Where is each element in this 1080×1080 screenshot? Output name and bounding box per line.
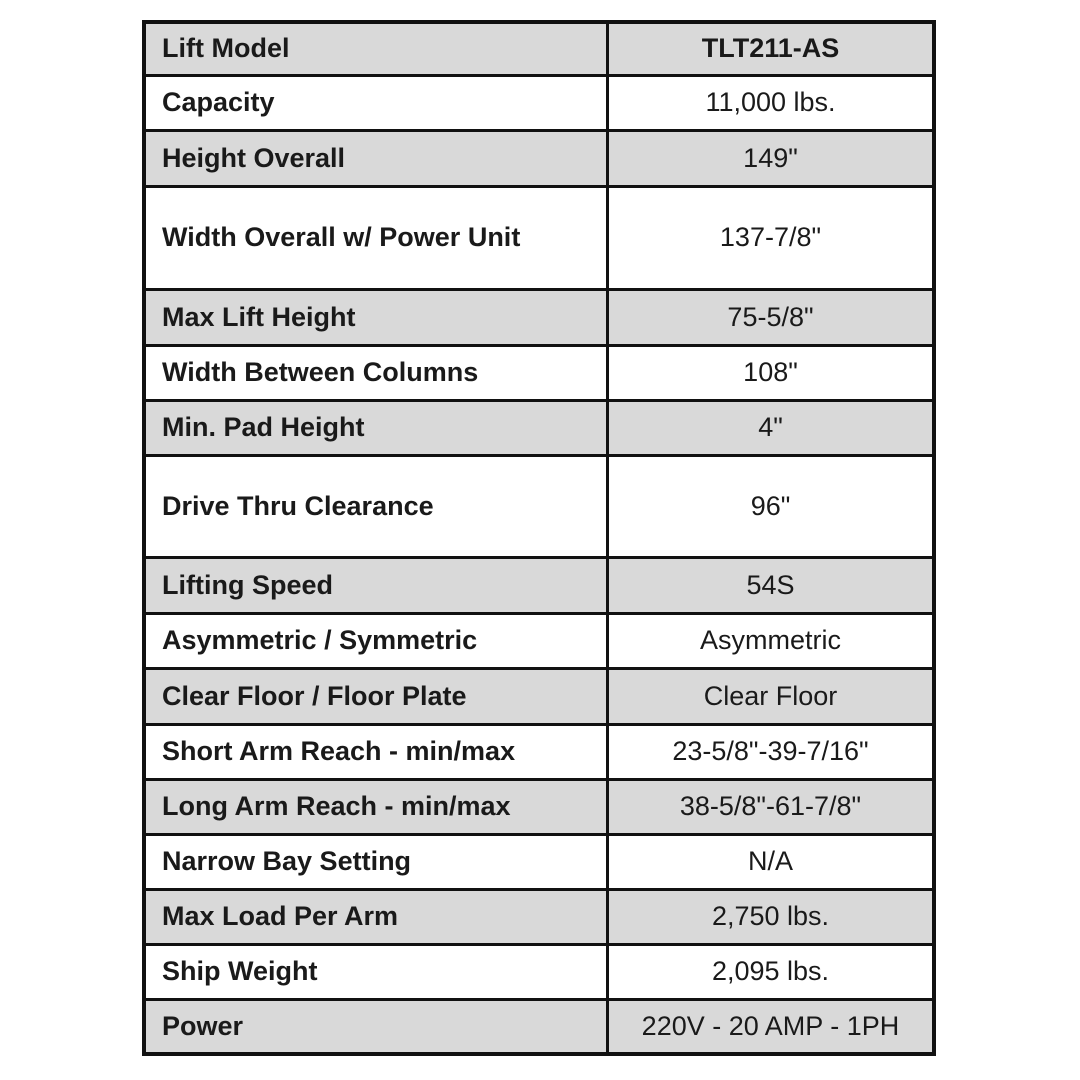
table-row: Height Overall 149"	[142, 128, 936, 188]
spec-label: Ship Weight	[142, 942, 609, 1001]
spec-label: Clear Floor / Floor Plate	[142, 666, 609, 726]
spec-label: Width Between Columns	[142, 343, 609, 402]
table-row: Drive Thru Clearance 96"	[142, 453, 936, 559]
spec-value: 2,750 lbs.	[606, 887, 936, 946]
table-row: Lifting Speed 54S	[142, 555, 936, 615]
spec-value: 96"	[606, 453, 936, 559]
spec-label: Power	[142, 997, 609, 1056]
spec-value: 38-5/8"-61-7/8"	[606, 777, 936, 836]
spec-value: 220V - 20 AMP - 1PH	[606, 997, 936, 1056]
spec-label: Drive Thru Clearance	[142, 453, 609, 559]
table-row: Lift Model TLT211-AS	[142, 20, 936, 77]
spec-label: Short Arm Reach - min/max	[142, 722, 609, 781]
spec-label: Width Overall w/ Power Unit	[142, 184, 609, 291]
spec-value: 75-5/8"	[606, 287, 936, 347]
spec-value: N/A	[606, 832, 936, 891]
spec-label: Lift Model	[142, 20, 609, 77]
table-row: Clear Floor / Floor Plate Clear Floor	[142, 666, 936, 726]
spec-value: 11,000 lbs.	[606, 73, 936, 132]
spec-label: Min. Pad Height	[142, 398, 609, 457]
spec-value: 4"	[606, 398, 936, 457]
table-row: Max Lift Height 75-5/8"	[142, 287, 936, 347]
table-row: Narrow Bay Setting N/A	[142, 832, 936, 891]
spec-value: Asymmetric	[606, 611, 936, 670]
spec-value: Clear Floor	[606, 666, 936, 726]
spec-value: 23-5/8"-39-7/16"	[606, 722, 936, 781]
spec-label: Asymmetric / Symmetric	[142, 611, 609, 670]
table-row: Min. Pad Height 4"	[142, 398, 936, 457]
table-row: Max Load Per Arm 2,750 lbs.	[142, 887, 936, 946]
table-row: Width Between Columns 108"	[142, 343, 936, 402]
spec-label: Height Overall	[142, 128, 609, 188]
spec-table: Lift Model TLT211-AS Capacity 11,000 lbs. He…	[142, 20, 936, 1056]
spec-label: Max Load Per Arm	[142, 887, 609, 946]
spec-label: Long Arm Reach - min/max	[142, 777, 609, 836]
spec-value: 108"	[606, 343, 936, 402]
spec-value: 149"	[606, 128, 936, 188]
spec-value: 2,095 lbs.	[606, 942, 936, 1001]
spec-value: 54S	[606, 555, 936, 615]
table-row: Ship Weight 2,095 lbs.	[142, 942, 936, 1001]
table-row: Short Arm Reach - min/max 23-5/8"-39-7/16…	[142, 722, 936, 781]
spec-value: TLT211-AS	[606, 20, 936, 77]
spec-label: Max Lift Height	[142, 287, 609, 347]
spec-label: Capacity	[142, 73, 609, 132]
table-row: Width Overall w/ Power Unit 137-7/8"	[142, 184, 936, 291]
spec-value: 137-7/8"	[606, 184, 936, 291]
table-row: Capacity 11,000 lbs.	[142, 73, 936, 132]
spec-label: Lifting Speed	[142, 555, 609, 615]
spec-label: Narrow Bay Setting	[142, 832, 609, 891]
table-row: Long Arm Reach - min/max 38-5/8"-61-7/8"	[142, 777, 936, 836]
table-row: Asymmetric / Symmetric Asymmetric	[142, 611, 936, 670]
table-row: Power 220V - 20 AMP - 1PH	[142, 997, 936, 1056]
